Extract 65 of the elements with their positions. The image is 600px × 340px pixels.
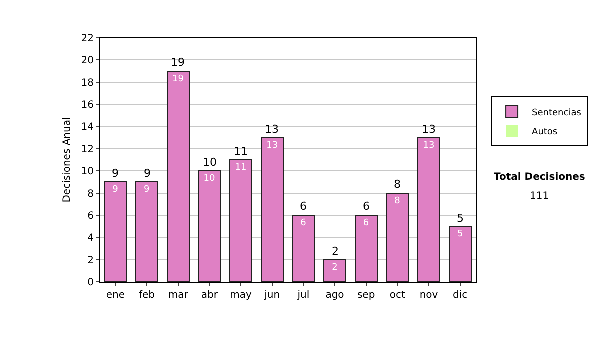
x-tick-label: oct <box>390 290 406 301</box>
x-tick-label: feb <box>138 290 156 301</box>
x-tick-label: jul <box>296 290 310 301</box>
total-label: 2 <box>332 245 339 258</box>
text: 111 <box>530 191 550 202</box>
data-label: 5 <box>457 230 464 240</box>
total-label: 5 <box>457 212 464 225</box>
total-label: 11 <box>234 145 248 158</box>
y-tick-label: 12 <box>81 144 94 156</box>
y-tick-label: 16 <box>81 100 94 112</box>
total-label: 19 <box>171 56 185 69</box>
data-label: 11 <box>235 163 247 173</box>
x-tick-label: jun <box>264 290 280 301</box>
y-tick-label: 4 <box>88 233 94 244</box>
data-label: 19 <box>172 74 184 84</box>
legend-label: Autos <box>532 128 558 138</box>
y-tick-label: 2 <box>88 255 94 266</box>
data-label: 9 <box>144 185 150 196</box>
data-label: 9 <box>112 185 119 196</box>
x-tick-label: sep <box>357 290 376 301</box>
total-label: 6 <box>363 200 370 213</box>
bar <box>354 214 378 282</box>
bar <box>198 170 222 282</box>
bar <box>260 137 284 282</box>
y-tick-label: 6 <box>88 210 94 222</box>
y-tick-label: 20 <box>81 56 94 67</box>
x-tick-label: nov <box>420 290 438 301</box>
x-tick-label: may <box>230 290 252 301</box>
total-label: 9 <box>112 167 119 180</box>
data-label: 8 <box>394 196 401 206</box>
x-tick-label: mar <box>168 290 190 301</box>
text: Total Decisiones <box>494 172 586 183</box>
y-tick-label: 0 <box>88 278 94 288</box>
data-label: 6 <box>300 218 307 228</box>
bar <box>166 70 190 282</box>
data-label: 6 <box>363 218 370 228</box>
total-label: 13 <box>265 123 279 136</box>
y-tick-label: 14 <box>81 122 94 134</box>
y-axis-title: Decisiones Anual <box>62 117 73 203</box>
x-tick-label: ene <box>106 290 125 301</box>
x-tick-label: abr <box>201 290 219 301</box>
data-label: 13 <box>266 140 278 151</box>
y-tick-label: 22 <box>81 34 94 44</box>
legend-label: Sentencias <box>532 108 582 119</box>
bar <box>418 137 440 282</box>
bar <box>324 259 346 282</box>
bar <box>292 214 316 282</box>
total-label: 9 <box>144 167 151 180</box>
total-label: 6 <box>300 200 307 213</box>
total-label: 8 <box>394 178 401 191</box>
x-tick-label: ago <box>326 290 344 301</box>
y-tick-label: 10 <box>81 166 94 178</box>
bar <box>448 226 472 282</box>
total-label: 10 <box>203 156 217 169</box>
total-label: 13 <box>422 123 436 136</box>
bar <box>386 192 410 282</box>
x-tick-label: dic <box>453 290 468 301</box>
data-label: 13 <box>423 140 435 151</box>
data-label: 2 <box>332 262 338 273</box>
data-label: 10 <box>204 174 216 184</box>
bar <box>230 160 252 282</box>
y-tick-label: 8 <box>88 188 94 200</box>
bar <box>104 182 128 282</box>
y-tick-label: 18 <box>81 78 94 89</box>
bar <box>136 182 158 282</box>
